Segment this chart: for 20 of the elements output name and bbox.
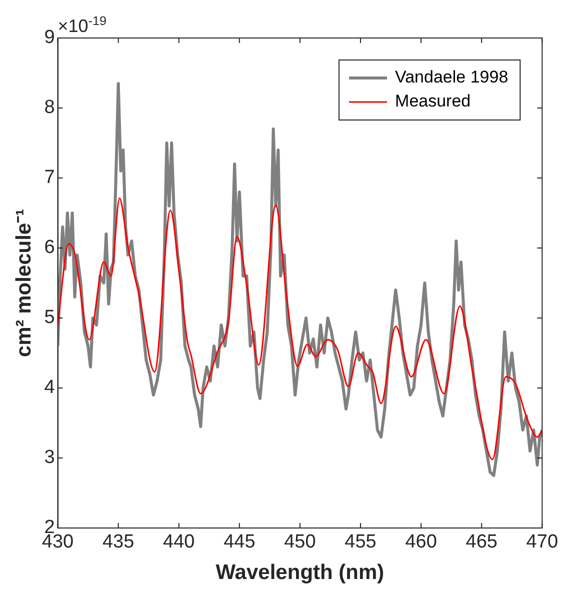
x-tick-label: 440 [163, 532, 195, 553]
legend-label: Vandaele 1998 [395, 68, 508, 87]
legend-label: Measured [395, 92, 471, 111]
y-tick-label: 9 [44, 27, 55, 48]
y-tick-label: 4 [44, 377, 56, 398]
x-tick-label: 465 [466, 532, 498, 553]
x-tick-label: 435 [102, 532, 134, 553]
x-tick-label: 460 [405, 532, 437, 553]
x-tick-label: 470 [526, 532, 558, 553]
x-axis-title: Wavelength (nm) [216, 561, 384, 584]
y-tick-label: 3 [44, 447, 55, 468]
y-tick-label: 8 [44, 97, 55, 118]
y-tick-label: 5 [44, 307, 55, 328]
x-tick-label: 455 [344, 532, 376, 553]
y-tick-label: 7 [44, 167, 55, 188]
y-tick-label: 6 [44, 237, 55, 258]
y-axis-title: cm² molecule⁻¹ [12, 208, 36, 358]
line-series [58, 198, 542, 460]
x-tick-label: 445 [224, 532, 256, 553]
x-tick-label: 450 [284, 532, 316, 553]
